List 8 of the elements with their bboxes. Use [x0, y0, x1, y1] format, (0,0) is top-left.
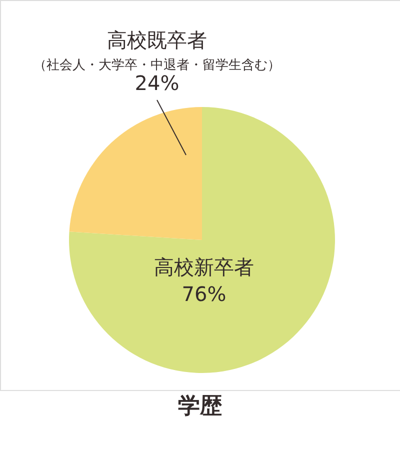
pie-slice: [69, 107, 202, 240]
pie-slice: [69, 107, 335, 373]
data-label: 24%: [134, 71, 180, 95]
data-label: 76%: [182, 282, 226, 306]
slice-label: 高校既卒者: [107, 28, 207, 52]
text: 学歴: [178, 394, 222, 419]
slice-label: 高校新卒者: [154, 255, 254, 279]
text: （社会人・大学卒・中退者・留学生含む）: [34, 58, 280, 73]
